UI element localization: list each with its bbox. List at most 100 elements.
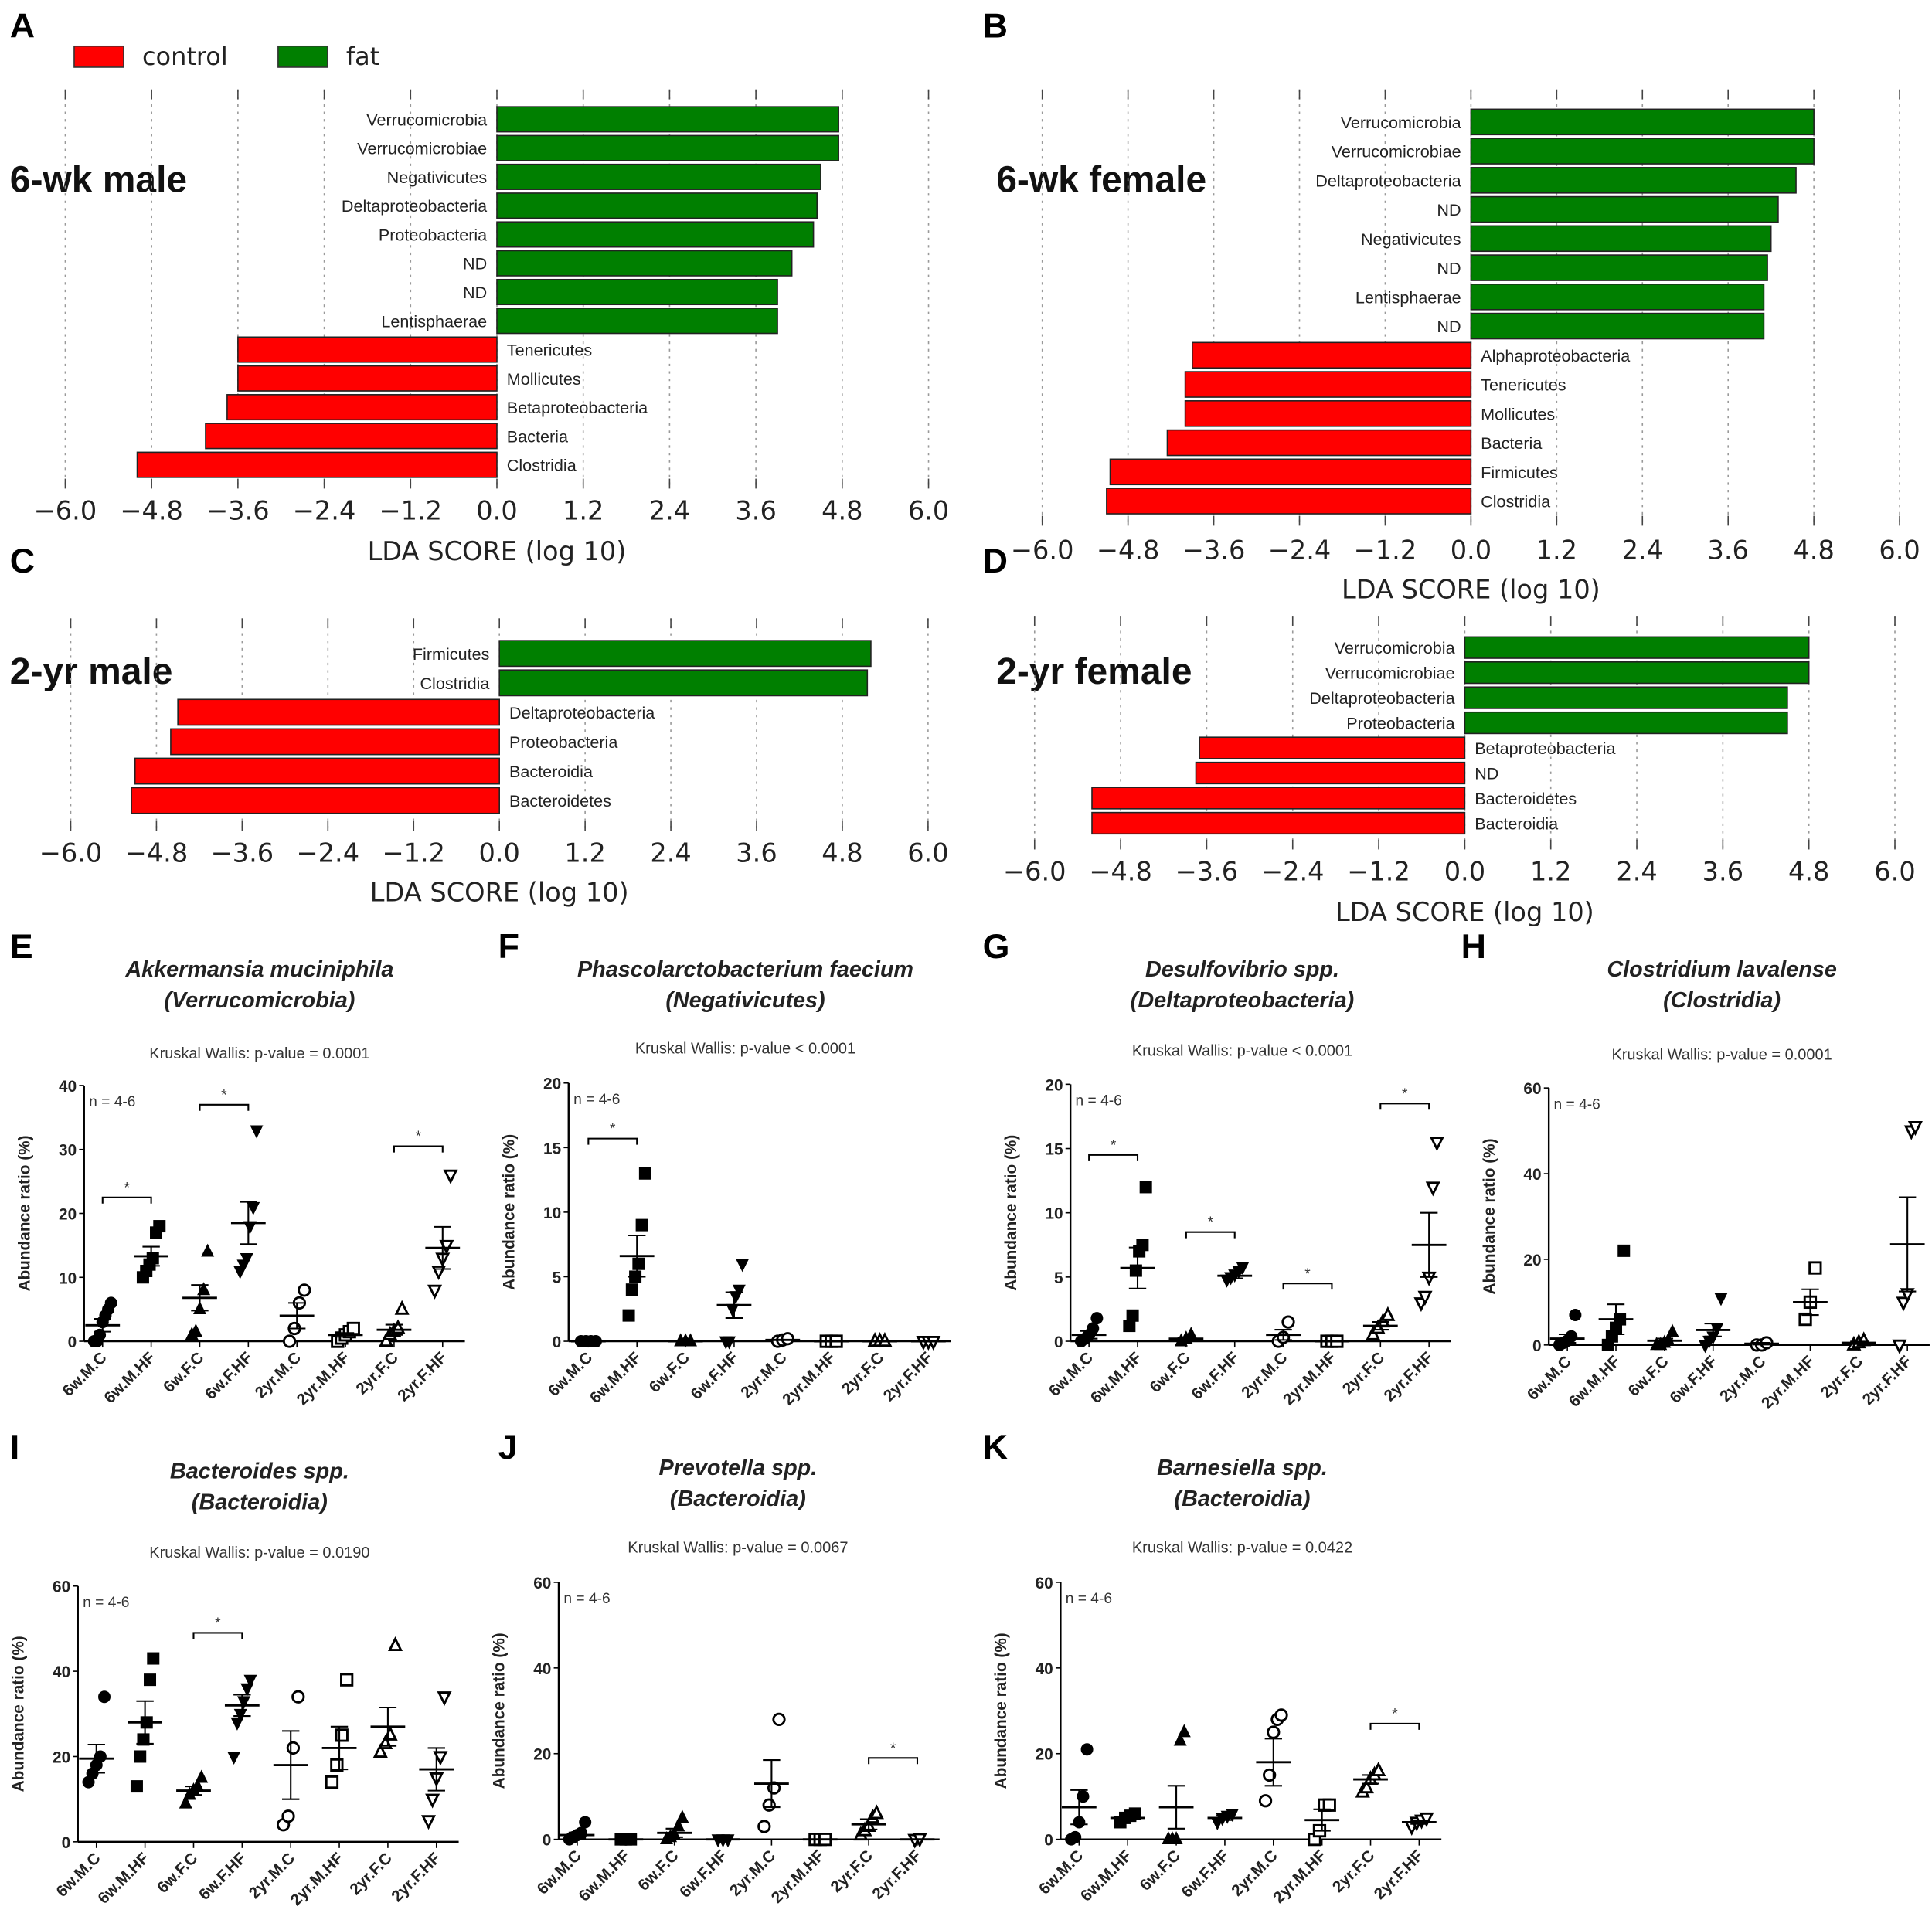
kruskal-wallis-text: Kruskal Wallis: p-value = 0.0422 bbox=[1132, 1540, 1352, 1557]
data-point-triangle bbox=[195, 1769, 209, 1783]
bar-label: Mollicutes bbox=[507, 369, 581, 389]
bar-label: Lentisphaerae bbox=[1355, 287, 1461, 307]
significance-star: * bbox=[1208, 1215, 1214, 1231]
significance-star: * bbox=[124, 1180, 130, 1196]
panel-letter-D: D bbox=[983, 542, 1008, 580]
sample-size-note: n = 4-6 bbox=[573, 1092, 620, 1108]
x-tick-label: 1.2 bbox=[564, 838, 605, 868]
y-tick-label: 20 bbox=[543, 1075, 561, 1093]
panel-subtitle-taxon: (Bacteroidia) bbox=[192, 1490, 328, 1515]
y-tick-label: 0 bbox=[1532, 1337, 1542, 1355]
panel-title: Barnesiella spp. bbox=[1157, 1456, 1328, 1480]
data-point-down-triangle bbox=[240, 1253, 253, 1267]
bar-label: ND bbox=[463, 283, 487, 302]
data-point-square bbox=[1126, 1309, 1139, 1322]
panel-title: Phascolarctobacterium faecium bbox=[577, 957, 913, 982]
group-title: 2-yr male bbox=[10, 651, 173, 692]
x-tick-label: 1.2 bbox=[1530, 856, 1571, 886]
x-tick-label: −4.8 bbox=[125, 838, 189, 868]
bar-label: Bacteria bbox=[1481, 433, 1542, 453]
x-tick-label: 6w.F.C bbox=[154, 1850, 201, 1897]
y-axis-label: Abundance ratio (%) bbox=[1002, 1135, 1020, 1291]
data-point-circle bbox=[281, 1809, 295, 1823]
data-point-triangle bbox=[1169, 1831, 1183, 1845]
data-point-circle bbox=[1258, 1794, 1273, 1808]
bar-label: ND bbox=[1437, 200, 1461, 219]
y-tick-label: 20 bbox=[59, 1205, 77, 1223]
significance-bracket bbox=[1379, 1103, 1430, 1110]
data-point-down-triangle bbox=[1236, 1262, 1250, 1276]
x-tick-label: 2yr.F.C bbox=[1329, 1847, 1379, 1896]
x-tick-label: 2yr.F.HF bbox=[880, 1349, 937, 1405]
x-tick-label: −4.8 bbox=[1097, 535, 1160, 566]
y-tick-label: 60 bbox=[1523, 1080, 1541, 1098]
bar-label: Proteobacteria bbox=[509, 732, 617, 752]
data-point-triangle bbox=[683, 1333, 697, 1347]
bar-firmicutes bbox=[498, 640, 872, 668]
x-tick-label: 6w.F.HF bbox=[687, 1349, 741, 1403]
bar-verrucomicrobiae bbox=[1470, 138, 1815, 165]
y-tick-label: 60 bbox=[53, 1578, 70, 1596]
bar-lentisphaerae bbox=[496, 308, 778, 335]
data-point-square bbox=[325, 1775, 339, 1789]
data-point-square bbox=[1798, 1312, 1812, 1327]
bar-alphaproteobacteria bbox=[1192, 341, 1472, 369]
lda-panel-C: 2-yr male −6.0 −4.8 −3.6 −2.4 −1.2 0.0 1.2 2.4 3.… bbox=[10, 618, 949, 908]
data-point-down-triangle bbox=[243, 1221, 257, 1235]
legend-swatch-control bbox=[73, 45, 124, 68]
data-point-down-triangle bbox=[1892, 1339, 1907, 1354]
bar-nd bbox=[1470, 312, 1765, 340]
y-tick-label: 0 bbox=[62, 1834, 71, 1852]
x-tick-label: 2yr.F.C bbox=[1818, 1353, 1867, 1402]
bar-deltaproteobacteria bbox=[496, 192, 818, 219]
x-tick-label: 4.8 bbox=[821, 838, 862, 868]
significance-star: * bbox=[610, 1121, 616, 1137]
bar-verrucomicrobia bbox=[496, 106, 839, 133]
x-tick-label: 2yr.M.HF bbox=[287, 1850, 347, 1910]
data-point-triangle bbox=[372, 1742, 388, 1758]
x-tick-label: 2yr.M.HF bbox=[293, 1349, 353, 1409]
data-point-triangle bbox=[387, 1636, 403, 1652]
x-tick-label: 2yr.M.HF bbox=[1270, 1847, 1330, 1907]
data-point-circle bbox=[282, 1334, 297, 1348]
x-tick-label: 6.0 bbox=[908, 495, 949, 525]
x-tick-label: −3.6 bbox=[1175, 856, 1239, 886]
data-point-down-triangle bbox=[247, 1201, 260, 1215]
data-point-circle bbox=[291, 1690, 305, 1704]
x-tick-label: 2yr.F.HF bbox=[1380, 1349, 1437, 1405]
bar-clostridia bbox=[1106, 488, 1472, 515]
y-tick-label: 40 bbox=[1523, 1166, 1541, 1184]
y-tick-label: 40 bbox=[53, 1663, 70, 1681]
panel-title: Desulfovibrio spp. bbox=[1145, 957, 1339, 982]
bar-label: Alphaproteobacteria bbox=[1481, 346, 1630, 365]
y-tick-label: 5 bbox=[1054, 1269, 1063, 1287]
panel-letter-K: K bbox=[983, 1428, 1008, 1466]
y-tick-label: 30 bbox=[59, 1142, 77, 1160]
bar-bacteroidia bbox=[134, 757, 500, 785]
y-tick-label: 0 bbox=[1054, 1334, 1063, 1351]
kruskal-wallis-text: Kruskal Wallis: p-value = 0.0067 bbox=[628, 1540, 848, 1557]
panel-letter-F: F bbox=[498, 927, 519, 966]
x-tick-label: −2.4 bbox=[1268, 535, 1332, 566]
bar-label: ND bbox=[463, 254, 487, 274]
panel-subtitle-taxon: (Bacteroidia) bbox=[1175, 1487, 1311, 1511]
data-point-down-triangle bbox=[723, 1336, 736, 1350]
data-point-circle bbox=[781, 1332, 794, 1346]
data-point-triangle bbox=[197, 1282, 211, 1296]
data-point-down-triangle bbox=[443, 1169, 458, 1184]
sample-size-note: n = 4-6 bbox=[1554, 1096, 1600, 1113]
significance-bracket bbox=[192, 1632, 243, 1639]
bar-label: Bacteria bbox=[507, 426, 568, 446]
data-point-triangle bbox=[1359, 1779, 1374, 1794]
x-tick-label: 2yr.F.C bbox=[1339, 1349, 1389, 1398]
legend: control fat bbox=[73, 42, 379, 71]
y-tick-label: 20 bbox=[53, 1748, 70, 1766]
data-point-circle bbox=[1077, 1790, 1090, 1803]
sample-size-note: n = 4-6 bbox=[1066, 1591, 1112, 1607]
bar-label: Clostridia bbox=[420, 674, 489, 693]
bar-label: Proteobacteria bbox=[379, 225, 487, 244]
panel-title: Prevotella spp. bbox=[659, 1456, 818, 1480]
y-tick-label: 10 bbox=[59, 1269, 77, 1287]
panel-subtitle-taxon: (Clostridia) bbox=[1663, 988, 1781, 1013]
